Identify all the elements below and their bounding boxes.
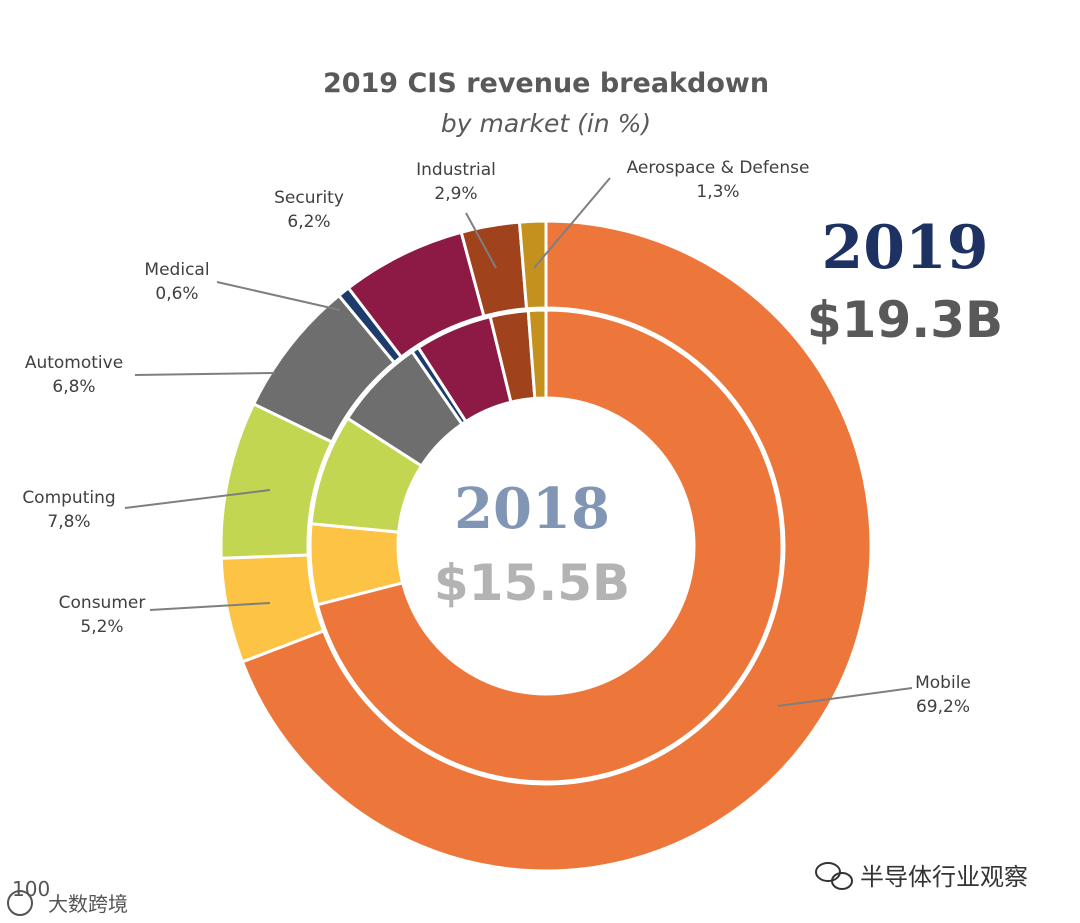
outer-slice-aerospace-defense	[517, 219, 548, 311]
chart-title: 2019 CIS revenue breakdown	[323, 68, 769, 99]
inner-slice-mobile	[315, 308, 784, 784]
watermark-right-text: 半导体行业观察	[860, 863, 1028, 891]
inner-year-label: 2018	[454, 476, 610, 542]
inner-slice-aerospace-defense	[526, 308, 548, 401]
slice-label-name: Automotive	[25, 353, 123, 373]
leader-line-consumer	[149, 602, 271, 611]
inner-total-label: $15.5B	[434, 554, 630, 612]
slice-label-name: Computing	[22, 488, 115, 508]
slice-label-value: 2,9%	[434, 184, 477, 204]
leader-line-mobile	[777, 687, 913, 707]
slice-label-value: 6,2%	[287, 212, 330, 232]
slice-label-value: 0,6%	[155, 284, 198, 304]
slice-label-security: Security 6,2%	[274, 188, 344, 232]
slice-label-name: Mobile	[915, 673, 971, 693]
slice-label-consumer: Consumer 5,2%	[59, 593, 146, 637]
inner-ring-2018	[308, 308, 784, 784]
slice-label-mobile: Mobile 69,2%	[915, 673, 971, 717]
slice-label-automotive: Automotive 6,8%	[25, 353, 123, 397]
slice-label-value: 1,3%	[696, 182, 739, 202]
outer-year-label: 2019	[822, 213, 989, 283]
leader-line-medical	[216, 281, 341, 311]
slice-label-medical: Medical 0,6%	[144, 260, 209, 304]
leader-line-automotive	[134, 372, 276, 376]
slice-label-value: 7,8%	[47, 512, 90, 532]
leader-line-computing	[124, 489, 271, 509]
leader-lines	[124, 177, 913, 707]
leader-line-industrial	[465, 212, 497, 269]
watermark-left: 100 大数跨境	[7, 877, 128, 916]
slice-label-value: 6,8%	[52, 377, 95, 397]
slice-label-name: Consumer	[59, 593, 146, 613]
watermark-left-text: 大数跨境	[48, 892, 128, 916]
chart-subtitle: by market (in %)	[441, 109, 651, 138]
slice-label-aerospace-defense: Aerospace & Defense 1,3%	[627, 158, 810, 202]
slice-label-name: Medical	[144, 260, 209, 280]
slice-label-industrial: Industrial 2,9%	[416, 160, 496, 204]
outer-ring-2019	[219, 219, 873, 873]
wechat-icon	[815, 862, 853, 890]
slice-label-name: Aerospace & Defense	[627, 158, 810, 178]
outer-total-label: $19.3B	[807, 291, 1003, 349]
watermark-right: 半导体行业观察	[815, 862, 1028, 891]
slice-label-computing: Computing 7,8%	[22, 488, 115, 532]
slice-label-name: Security	[274, 188, 344, 208]
outer-slice-mobile	[240, 219, 873, 873]
watermark-logo-text: 100	[12, 877, 50, 901]
slice-label-value: 5,2%	[80, 617, 123, 637]
leader-line-aerospace-defense	[533, 177, 611, 269]
slice-label-name: Industrial	[416, 160, 496, 180]
watermark-logo-icon	[7, 890, 33, 916]
slice-labels: Mobile 69,2% Consumer 5,2% Computing 7,8% Auto…	[22, 158, 971, 717]
slice-label-value: 69,2%	[916, 697, 970, 717]
